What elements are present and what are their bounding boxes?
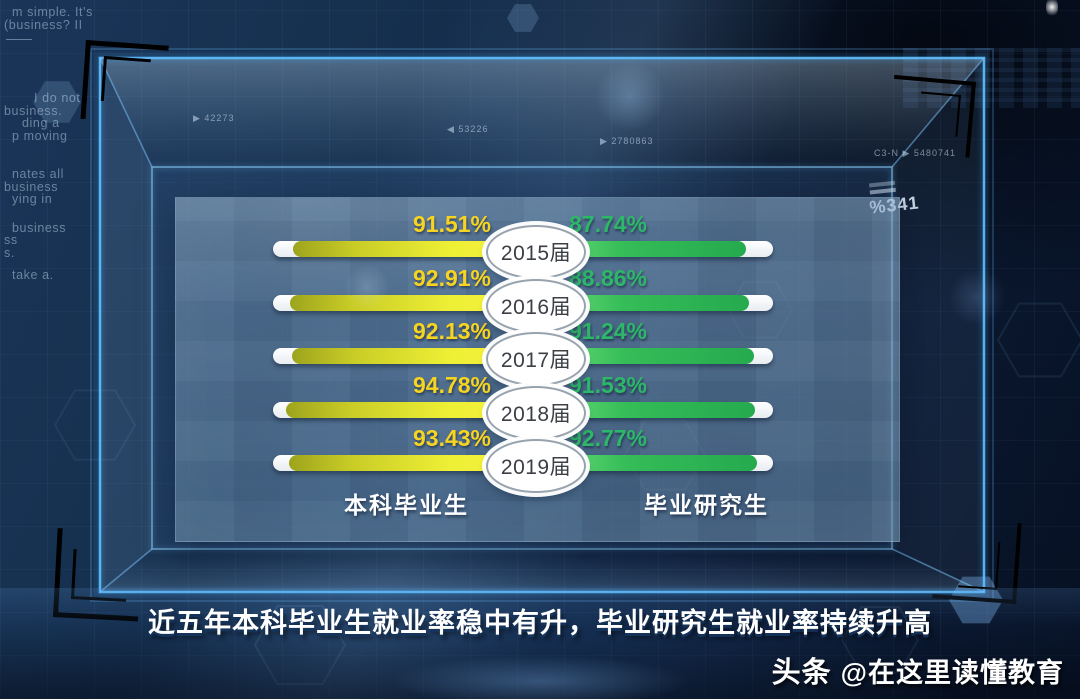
undergrad-bar-fill [293, 241, 513, 257]
undergrad-rate-label: 92.91% [412, 264, 491, 291]
hexagon-decoration [507, 4, 539, 32]
watermark-brand: 头条 [771, 657, 832, 689]
hud-number: C3-N ▶ 5480741 [874, 148, 956, 158]
axis-label-undergraduates: 本科毕业生 [344, 492, 469, 518]
hud-number: ▶ 42273 [193, 113, 235, 123]
graduate-bar-fill [555, 455, 758, 471]
graduate-bar-track [555, 348, 773, 364]
bottom-glow-band [0, 588, 1080, 699]
undergrad-bar-fill [288, 455, 513, 471]
chart-row: 93.43% 92.77% 2019届 [176, 425, 899, 493]
graduate-bar-fill [555, 241, 747, 257]
graduate-bar-fill [555, 401, 755, 418]
undergrad-bar-fill [291, 348, 513, 364]
graduate-bar-track [555, 455, 773, 471]
undergrad-bar-track [273, 241, 513, 257]
graduate-bar-track [555, 294, 773, 311]
year-badge: 2019届 [486, 439, 586, 493]
graduate-rate-label: 91.24% [569, 318, 648, 344]
undergrad-rate-label: 93.43% [412, 425, 491, 451]
hexagon-decoration [53, 389, 137, 461]
undergrad-bar-track [273, 401, 513, 418]
undergrad-rate-label: 94.78% [412, 371, 491, 398]
undergrad-rate-label: 92.13% [412, 318, 491, 344]
chart-row: 92.91% 88.86% 2016届 [176, 264, 899, 333]
undergrad-bar-track [273, 455, 513, 471]
caption-text: 近五年本科毕业生就业率稳中有升，毕业研究生就业率持续升高 [148, 608, 932, 638]
graduate-rate-label: 88.86% [569, 264, 648, 291]
undergrad-bar-fill [290, 294, 513, 311]
undergrad-bar-fill [285, 401, 513, 418]
background-code-text: m simple. It's (business? II I do not busin… [4, 5, 93, 282]
hud-number: ◀ 53226 [447, 124, 489, 134]
graduate-bar-track [555, 401, 773, 418]
graduate-bar-track [555, 241, 773, 257]
undergrad-bar-track [273, 294, 513, 311]
undergrad-rate-label: 91.51% [412, 211, 491, 237]
graduate-rate-label: 87.74% [569, 211, 648, 237]
hexagon-decoration [33, 81, 81, 123]
corner-bracket-bottom-right-inner [958, 539, 1001, 590]
year-badge: 2016届 [486, 278, 586, 333]
watermark: 头条 @在这里读懂教育 [772, 649, 1064, 691]
graduate-rate-label: 91.53% [569, 371, 648, 398]
year-badge: 2018届 [486, 385, 586, 440]
chart-row: 94.78% 91.53% 2018届 [176, 371, 899, 440]
corner-bracket-top-left-inner [100, 56, 151, 105]
year-badge: 2017届 [486, 332, 586, 386]
graduate-rate-label: 92.77% [569, 425, 648, 451]
chart-row: 91.51% 87.74% 2015届 [176, 211, 899, 279]
hud-number: ▶ 2780863 [600, 136, 654, 146]
undergrad-bar-track [273, 348, 513, 364]
corner-bracket-top-right-inner [917, 91, 961, 137]
watermark-handle: @在这里读懂教育 [840, 658, 1064, 688]
chart-panel: 91.51% 87.74% 2015届 92.91% 88.86% 2016届 … [175, 197, 900, 542]
year-badge: 2015届 [486, 225, 586, 279]
graduate-bar-fill [555, 294, 749, 311]
chart-row: 92.13% 91.24% 2017届 [176, 318, 899, 386]
graduate-bar-fill [555, 348, 754, 364]
hexagon-decoration [996, 302, 1080, 378]
axis-label-graduates: 毕业研究生 [644, 492, 769, 518]
